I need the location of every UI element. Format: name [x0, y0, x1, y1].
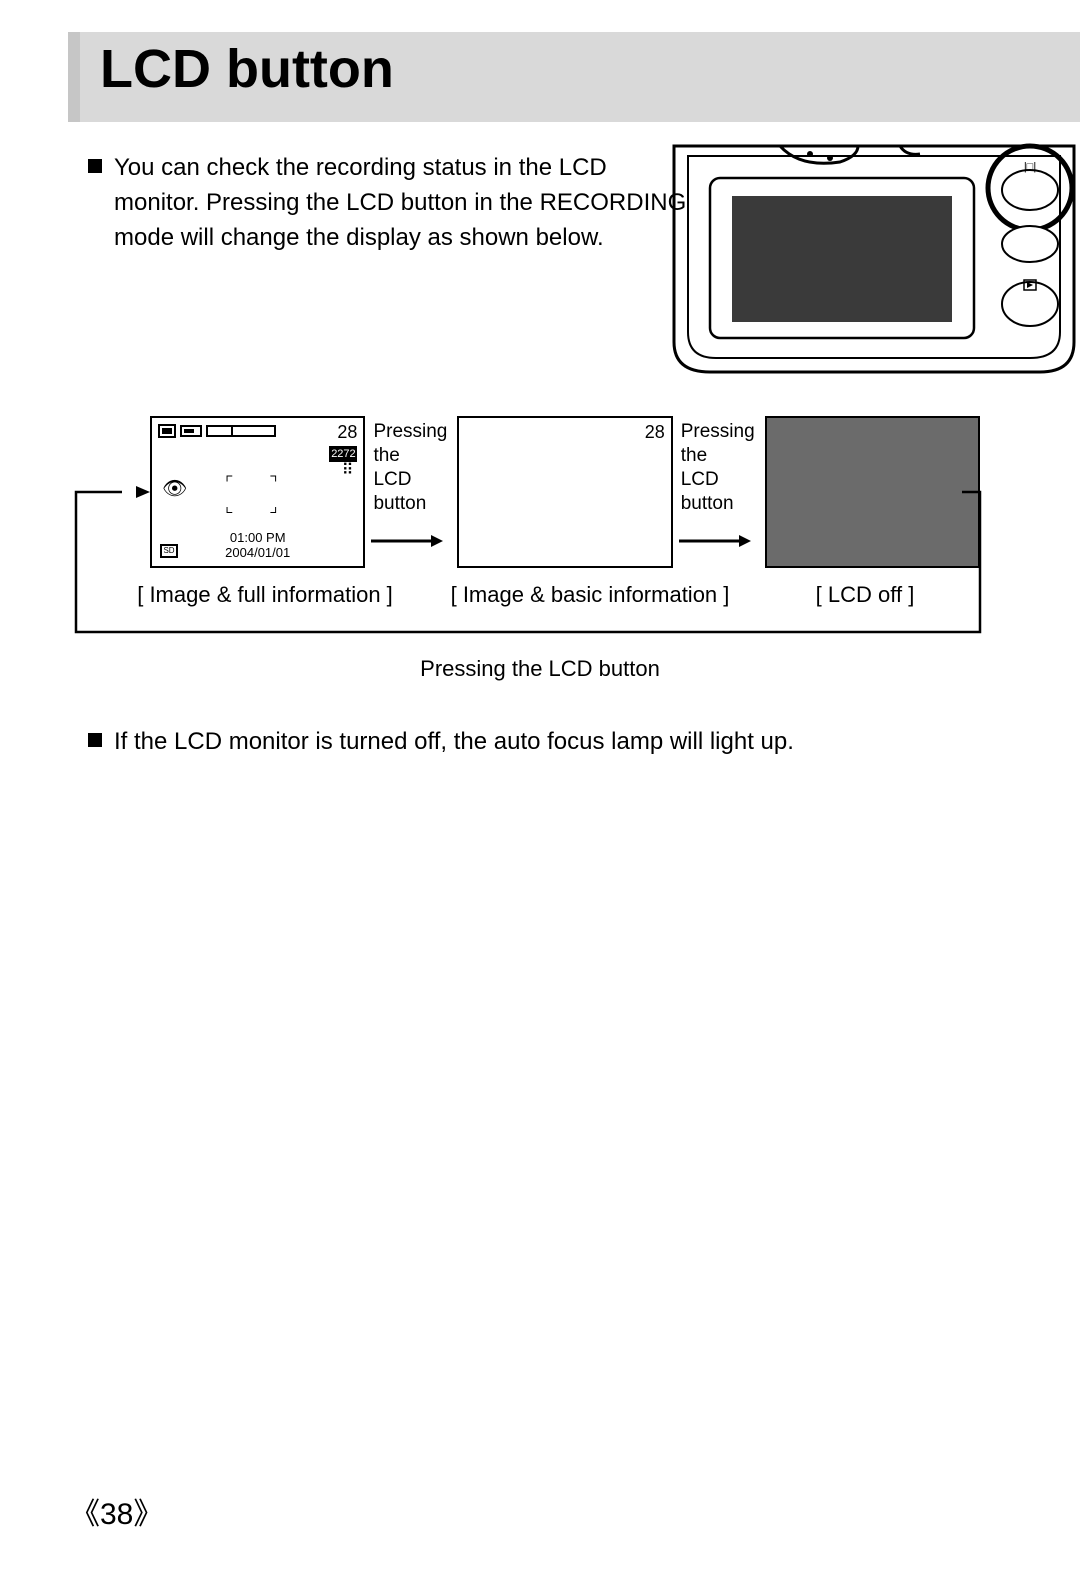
focus-bracket-icon: ⌜ — [224, 472, 235, 493]
status-bar-icons — [158, 424, 276, 438]
bullet-text: If the LCD monitor is turned off, the au… — [114, 724, 794, 759]
page-title: LCD button — [100, 38, 394, 100]
state-caption: [ Image & basic information ] — [430, 582, 750, 608]
timestamp: 01:00 PM2004/01/01 — [152, 530, 363, 560]
bullet-square-icon — [88, 159, 102, 173]
arrow-label: Pressing theLCD button — [365, 416, 445, 516]
image-size-badge: 2272 — [329, 446, 357, 462]
state-flow: 28 2272 ⠿ 👁 ⌜ ⌝ ⌞ ⌟ SD 01:00 PM2004/01/0… — [100, 416, 980, 608]
bullet-square-icon — [88, 733, 102, 747]
battery-icon — [180, 425, 202, 437]
loop-caption: Pressing the LCD button — [0, 656, 1080, 682]
mode-icon — [158, 424, 176, 438]
manual-page: LCD button You can check the recording s… — [0, 0, 1080, 1585]
shots-remaining: 28 — [337, 422, 357, 443]
focus-bracket-icon: ⌞ — [224, 496, 235, 517]
redeye-icon: 👁 — [162, 476, 187, 501]
quality-icon: ⠿ — [342, 466, 356, 476]
arrow-right-icon — [673, 534, 753, 548]
camera-illustration: |□| — [670, 142, 1080, 387]
title-band: LCD button — [80, 32, 1080, 122]
focus-bracket-icon: ⌝ — [268, 472, 279, 493]
lcd-state-off — [765, 416, 980, 568]
state-caption: [ LCD off ] — [750, 582, 980, 608]
bullet-item: You can check the recording status in th… — [88, 150, 688, 255]
focus-bracket-icon: ⌟ — [268, 496, 279, 517]
lcd-state-full: 28 2272 ⠿ 👁 ⌜ ⌝ ⌞ ⌟ SD 01:00 PM2004/01/0… — [150, 416, 365, 568]
arrow-right-icon — [365, 534, 445, 548]
shots-remaining: 28 — [645, 422, 665, 443]
page-number: 38 — [70, 1489, 163, 1533]
svg-text:|□|: |□| — [1024, 161, 1036, 173]
state-caption: [ Image & full information ] — [100, 582, 430, 608]
lcd-state-basic: 28 — [457, 416, 672, 568]
bullet-item: If the LCD monitor is turned off, the au… — [88, 724, 968, 759]
arrow-label: Pressing theLCD button — [673, 416, 753, 516]
bullet-text: You can check the recording status in th… — [114, 150, 688, 255]
exposure-bar-icon — [206, 425, 276, 437]
